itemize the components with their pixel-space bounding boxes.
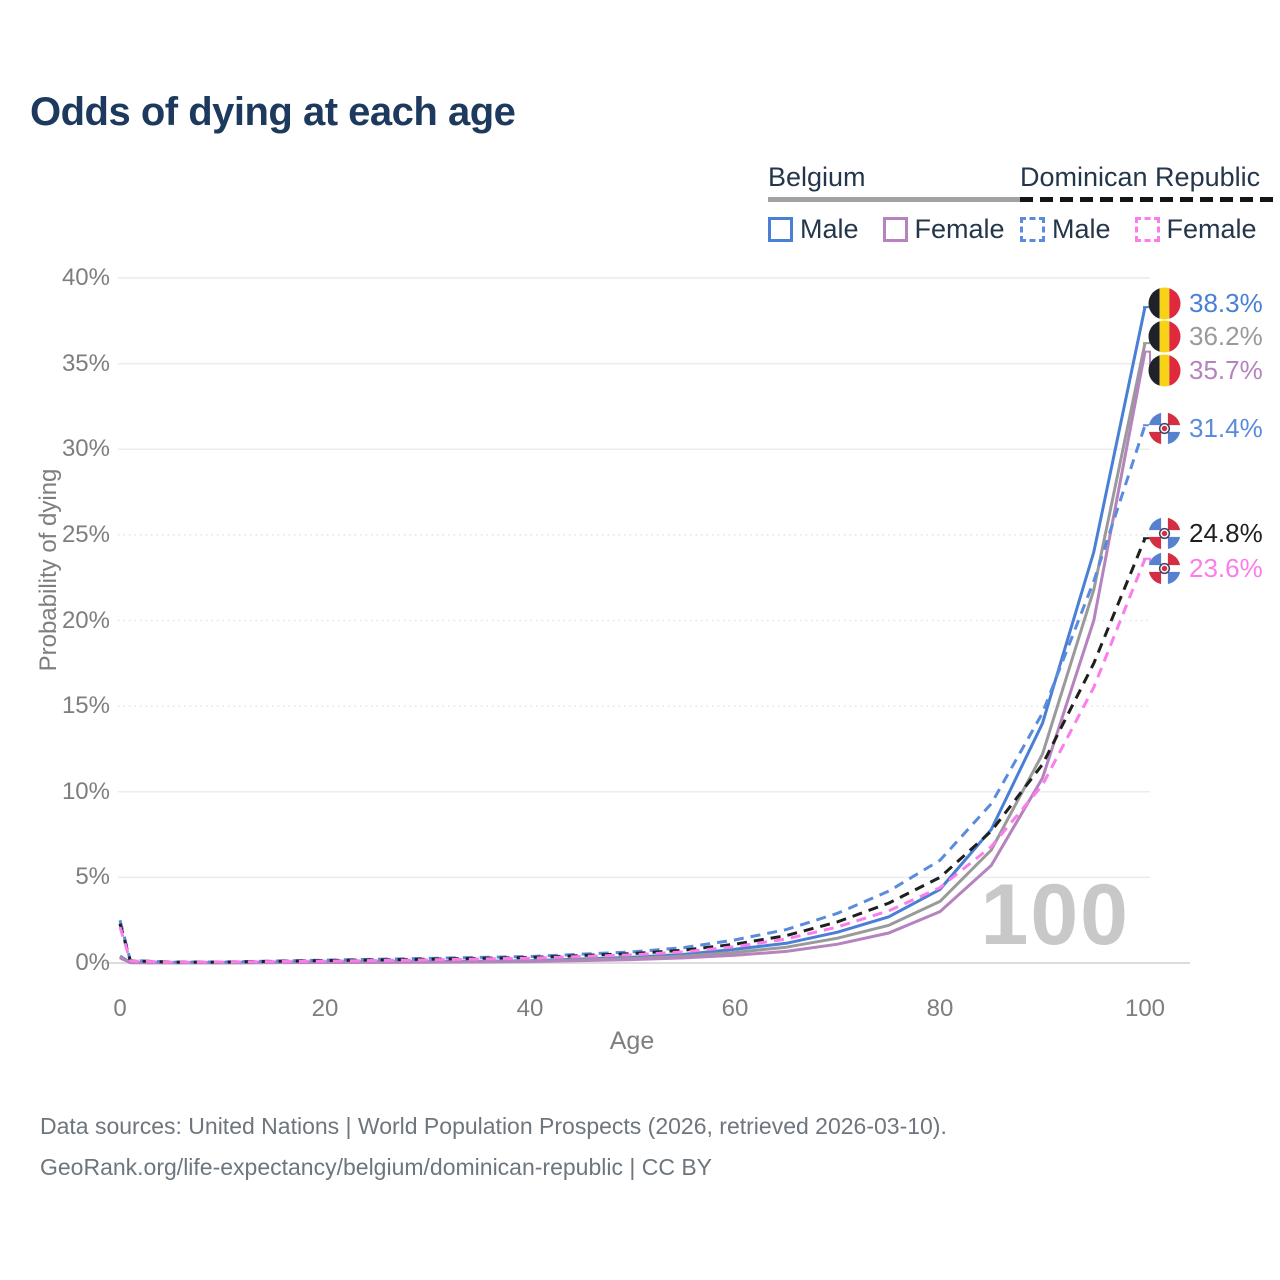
legend-item-label[interactable]: Male [1052, 214, 1111, 244]
y-tick-25: 25% [61, 520, 110, 548]
end-label-belgium-male: 38.3% [1148, 286, 1263, 320]
y-tick-0: 0% [75, 949, 110, 976]
end-label-value: 38.3% [1189, 287, 1263, 318]
legend-item-label[interactable]: Female [914, 214, 1005, 244]
legend-belgium-underline [768, 197, 1029, 202]
y-tick-40: 40% [61, 264, 110, 291]
x-axis-label: Age [609, 1027, 655, 1055]
end-label-value: 36.2% [1189, 320, 1263, 351]
x-tick-40: 40 [516, 995, 544, 1022]
checkbox-dominican-republic-male[interactable] [1020, 217, 1045, 242]
legend-belgium-items: Male Female [768, 214, 1029, 245]
age-counter-watermark: 100 [980, 867, 1130, 963]
legend-dominican-republic-underline [1020, 197, 1280, 202]
end-label-value: 23.6% [1189, 552, 1263, 583]
footer: Data sources: United Nations | World Pop… [40, 1106, 947, 1188]
page-title: Odds of dying at each age [30, 90, 516, 134]
checkbox-belgium-female[interactable] [882, 217, 908, 242]
series-line-dominican-republic-female[interactable] [118, 558, 1147, 964]
end-label-value: 24.8% [1189, 517, 1263, 548]
legend-item-label[interactable]: Female [1166, 214, 1257, 244]
end-label-value: 35.7% [1189, 354, 1263, 385]
dominican-republic-flag-icon [1148, 551, 1181, 585]
checkbox-dominican-republic-female[interactable] [1134, 217, 1160, 242]
legend-group-dominican-republic: Dominican Republic Male Female [1020, 162, 1280, 245]
end-label-belgium-both-sexes: 36.2% [1148, 319, 1263, 353]
y-axis-label: Probability of dying [35, 468, 62, 672]
legend-group-belgium-label: Belgium [768, 162, 866, 192]
x-tick-100: 100 [1124, 995, 1166, 1022]
footer-data-sources: Data sources: United Nations | World Pop… [40, 1113, 947, 1139]
end-label-dominican-republic-female: 23.6% [1148, 551, 1263, 585]
dominican-republic-flag-icon [1148, 411, 1181, 445]
x-tick-60: 60 [721, 995, 749, 1022]
checkbox-belgium-male[interactable] [768, 217, 793, 242]
legend-dominican-republic-items: Male Female [1020, 214, 1280, 245]
y-tick-35: 35% [61, 349, 110, 377]
belgium-flag-icon [1148, 286, 1181, 320]
end-label-dominican-republic-male: 31.4% [1148, 411, 1263, 445]
y-tick-20: 20% [61, 606, 110, 634]
x-tick-80: 80 [926, 995, 954, 1022]
y-tick-30: 30% [61, 435, 110, 463]
x-tick-20: 20 [311, 995, 339, 1022]
footer-attribution: GeoRank.org/life-expectancy/belgium/domi… [40, 1154, 713, 1180]
legend-group-dominican-republic-label: Dominican Republic [1020, 162, 1261, 192]
end-label-value: 31.4% [1189, 412, 1263, 443]
x-tick-0: 0 [113, 995, 127, 1022]
y-tick-10: 10% [61, 777, 110, 805]
belgium-flag-icon [1148, 319, 1181, 353]
legend-group-belgium: Belgium Male Female [768, 162, 1029, 245]
end-label-dominican-republic-both-sexes: 24.8% [1148, 516, 1263, 550]
legend-item-label[interactable]: Male [800, 214, 859, 244]
belgium-flag-icon [1148, 353, 1181, 387]
y-tick-15: 15% [61, 692, 110, 720]
dominican-republic-flag-icon [1148, 516, 1181, 550]
end-label-belgium-female: 35.7% [1148, 353, 1263, 387]
y-tick-5: 5% [75, 863, 110, 891]
